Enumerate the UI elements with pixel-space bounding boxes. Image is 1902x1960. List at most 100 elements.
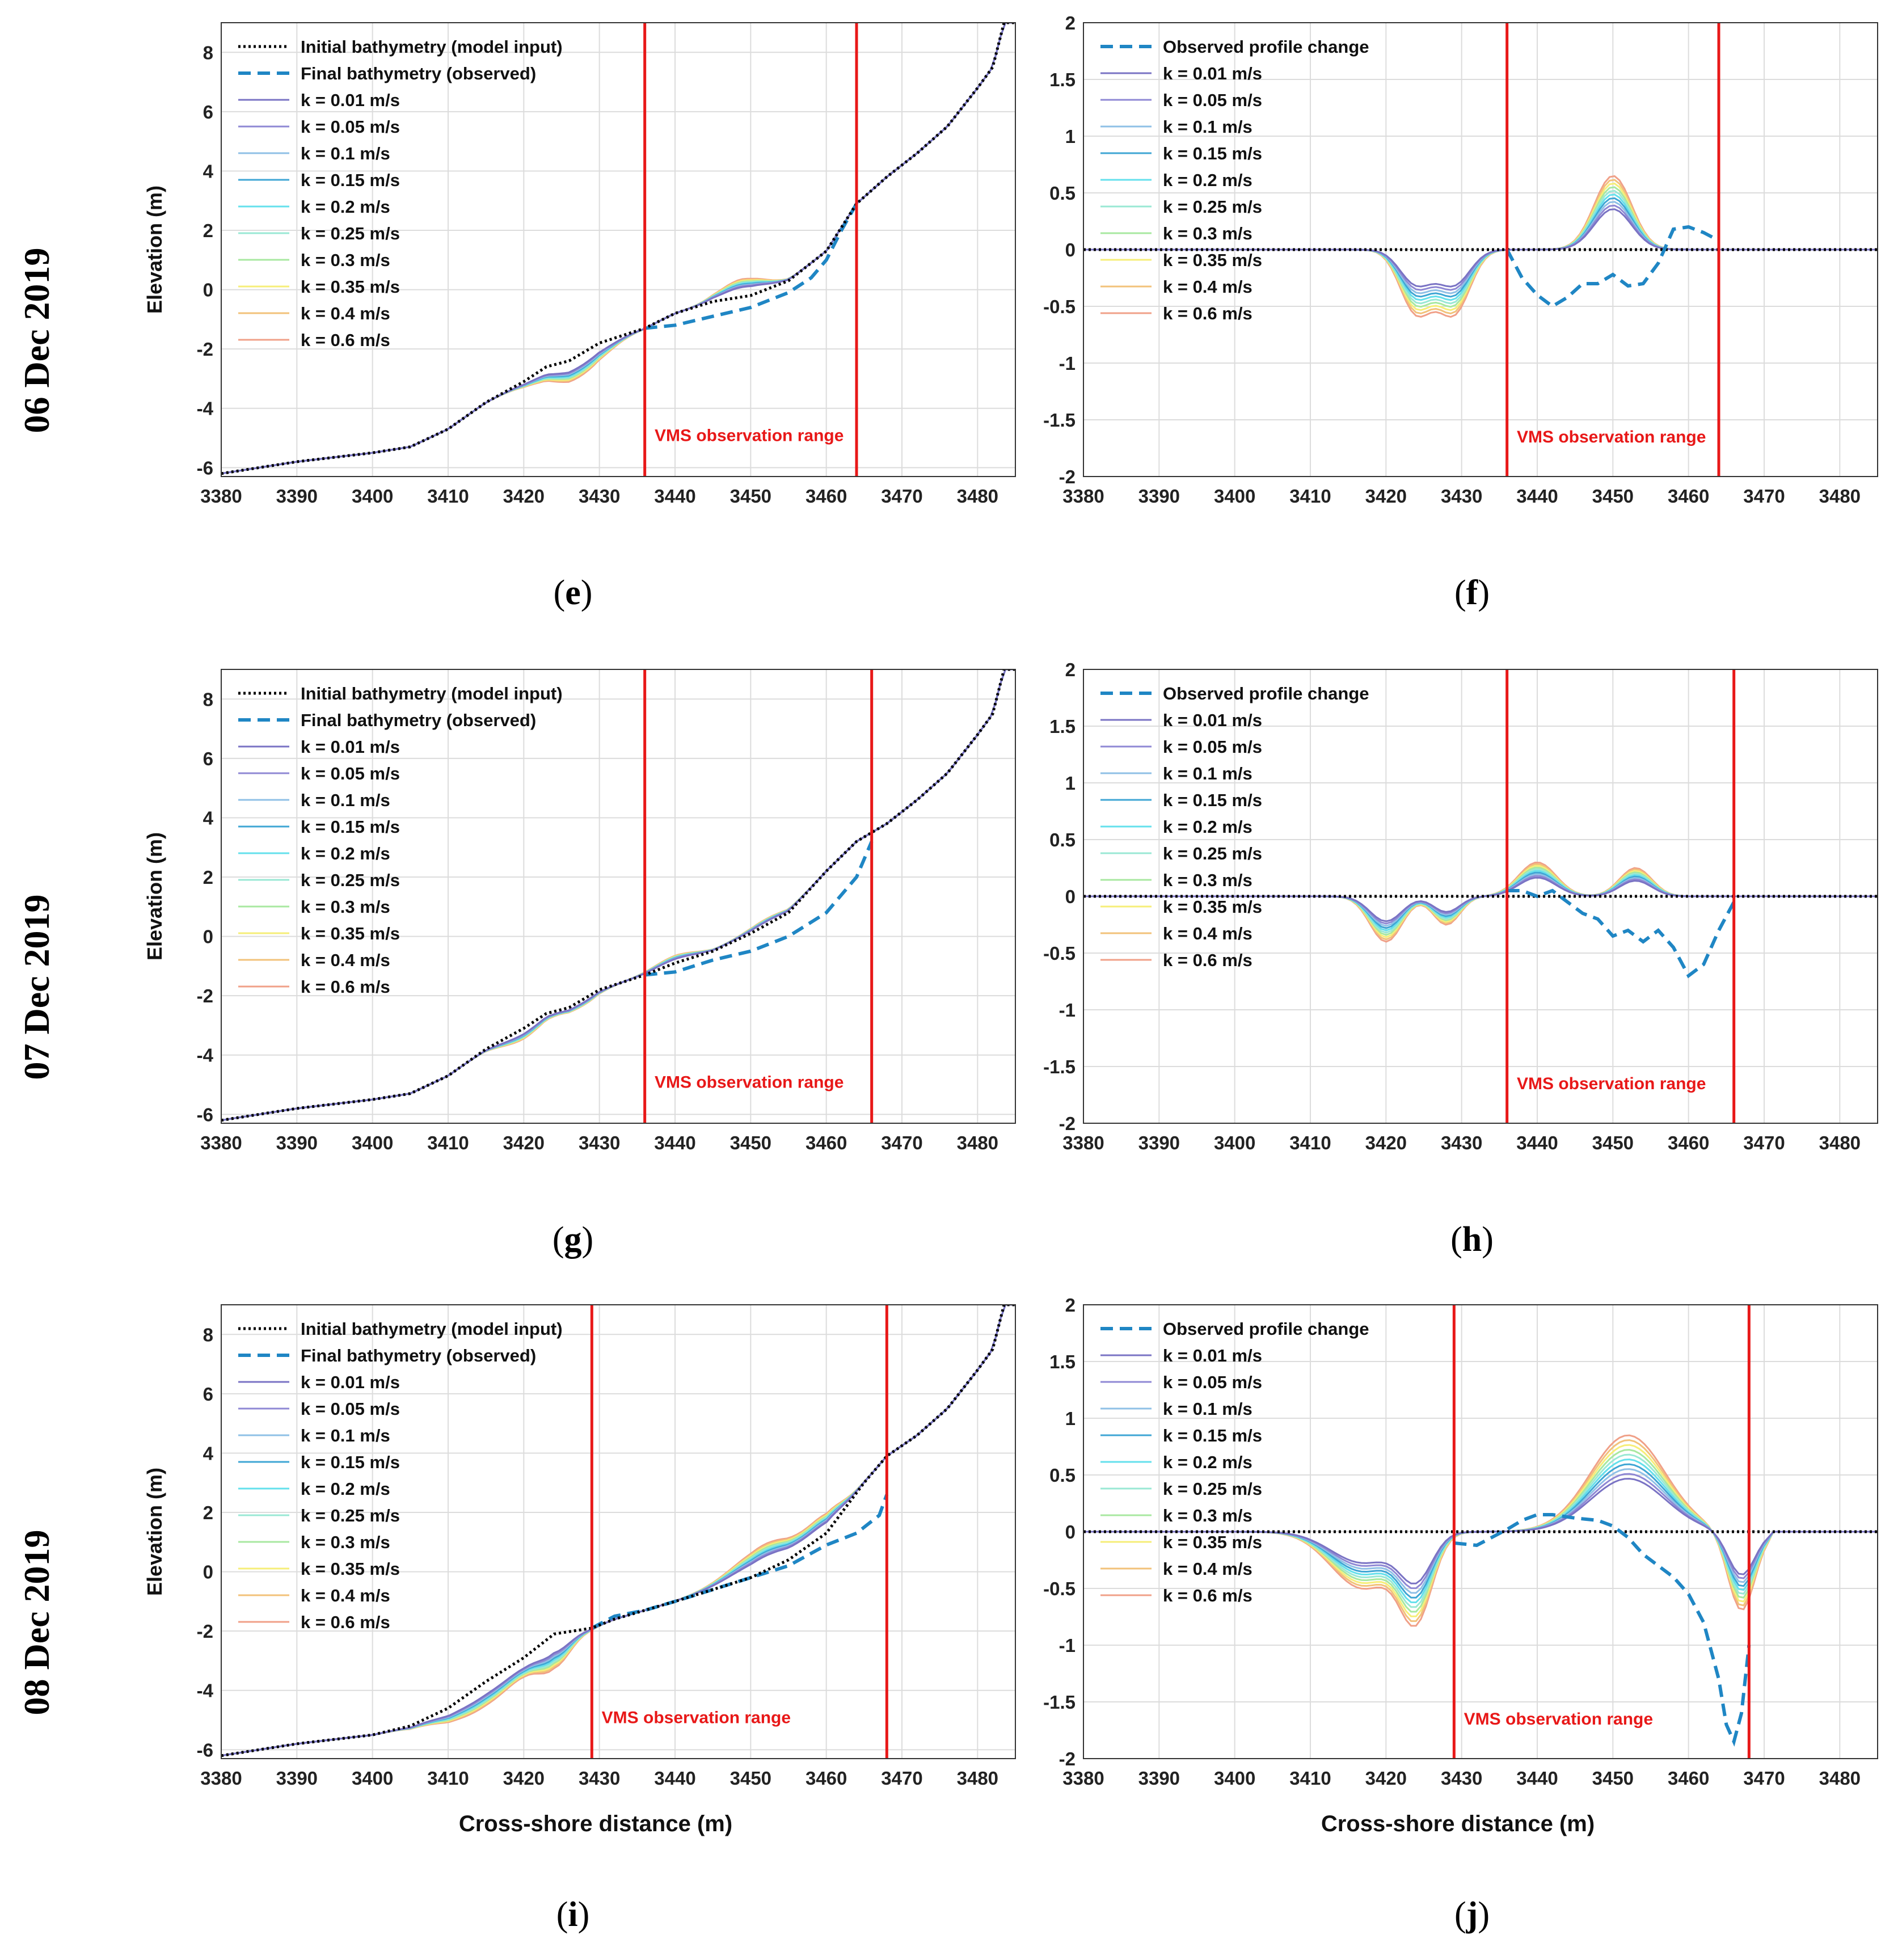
legend-entry: k = 0.1 m/s	[301, 144, 390, 163]
y-tick-label: -2	[1059, 1748, 1076, 1769]
y-tick-label: -2	[197, 985, 213, 1006]
legend-entry: k = 0.25 m/s	[301, 1506, 400, 1525]
legend-entry: Final bathymetry (observed)	[301, 64, 536, 83]
legend-entry: k = 0.1 m/s	[301, 790, 390, 810]
x-tick-label: 3380	[200, 1768, 242, 1789]
x-tick-label: 3420	[1365, 1132, 1407, 1153]
chart-panel-j: 3380 3390 3400 3410 3420 3430 3440 3450 3460 3470…	[1043, 1295, 1878, 1836]
x-tick-label: 3430	[579, 1768, 620, 1789]
x-tick-label: 3400	[1214, 1768, 1255, 1789]
x-tick-label: 3410	[1289, 486, 1331, 507]
y-tick-label: 2	[1065, 659, 1076, 680]
vms-range-label: VMS observation range	[1517, 1074, 1706, 1093]
y-tick-label: 8	[203, 1324, 213, 1345]
initial-bathymetry-line	[221, 1305, 1015, 1757]
chart-panel-e: 3380 3390 3400 3410 3420 3430 3440 3450 3460 3470…	[143, 22, 1016, 507]
x-tick-label: 3420	[1365, 1768, 1407, 1789]
initial-bathymetry-line	[221, 23, 1015, 475]
legend-entry: k = 0.4 m/s	[1163, 1559, 1252, 1579]
y-tick-label: 4	[203, 161, 214, 182]
legend-entry: k = 0.35 m/s	[1163, 250, 1262, 270]
x-tick-label: 3380	[1062, 1132, 1104, 1153]
y-tick-label: 2	[203, 867, 213, 888]
legend-entry: k = 0.15 m/s	[1163, 1426, 1262, 1445]
legend-entry: k = 0.1 m/s	[1163, 764, 1252, 783]
x-tick-label: 3470	[881, 486, 922, 507]
y-tick-label: -2	[197, 1621, 213, 1642]
y-tick-label: -6	[197, 1104, 213, 1125]
x-tick-label: 3390	[1138, 1132, 1180, 1153]
x-tick-label: 3450	[730, 1132, 771, 1153]
x-tick-label: 3430	[1441, 1768, 1482, 1789]
x-tick-label: 3460	[1668, 1132, 1709, 1153]
x-tick-label: 3450	[1592, 1768, 1634, 1789]
vms-range-label: VMS observation range	[655, 1073, 844, 1091]
legend-entry: Observed profile change	[1163, 684, 1369, 703]
chart-panel-h: 3380 3390 3400 3410 3420 3430 3440 3450 3460 3470…	[1043, 659, 1878, 1153]
x-tick-label: 3470	[1743, 1132, 1785, 1153]
series-group	[221, 23, 1015, 475]
plot-frame	[221, 669, 1016, 1124]
y-tick-label: 0.5	[1049, 1465, 1076, 1486]
y-tick-label: 1	[1065, 1408, 1076, 1429]
x-tick-label: 3410	[427, 1132, 469, 1153]
y-tick-label: -4	[197, 1680, 214, 1701]
y-tick-label: 1.5	[1049, 1351, 1076, 1372]
chart-panel-f: 3380 3390 3400 3410 3420 3430 3440 3450 3460 3470…	[1043, 12, 1878, 507]
y-tick-label: 8	[203, 689, 213, 710]
x-tick-label: 3390	[1138, 486, 1180, 507]
plot-frame	[221, 22, 1016, 477]
x-tick-label: 3450	[1592, 486, 1634, 507]
x-tick-label: 3480	[957, 486, 998, 507]
observed-bathymetry-line	[644, 841, 874, 977]
y-tick-label: -1	[1059, 1635, 1076, 1656]
y-tick-label: -1.5	[1043, 1692, 1076, 1713]
y-tick-label: -6	[197, 1739, 213, 1760]
x-tick-label: 3460	[805, 1132, 847, 1153]
legend-entry: k = 0.05 m/s	[1163, 737, 1262, 757]
y-tick-label: 1.5	[1049, 69, 1076, 90]
legend-entry: k = 0.01 m/s	[1163, 64, 1262, 83]
initial-bathymetry-line	[221, 669, 1015, 1122]
x-tick-label: 3480	[957, 1768, 998, 1789]
legend-entry: Final bathymetry (observed)	[301, 710, 536, 730]
y-tick-label: 2	[1065, 12, 1076, 33]
legend-entry: k = 0.35 m/s	[1163, 897, 1262, 917]
y-tick-label: 6	[203, 102, 213, 123]
panel-label-j: (j)	[1454, 1895, 1490, 1934]
x-tick-label: 3440	[1516, 486, 1558, 507]
legend-entry: k = 0.25 m/s	[301, 224, 400, 243]
panel-label-h: (h)	[1450, 1220, 1494, 1259]
x-tick-label: 3470	[1743, 1768, 1785, 1789]
x-tick-label: 3460	[805, 1768, 847, 1789]
x-tick-label: 3470	[881, 1768, 922, 1789]
x-tick-label: 3480	[1819, 1132, 1861, 1153]
y-tick-label: -1	[1059, 353, 1076, 374]
legend-entry: k = 0.4 m/s	[1163, 277, 1252, 297]
legend-entry: k = 0.6 m/s	[1163, 950, 1252, 970]
observed-bathymetry-line	[591, 1494, 889, 1630]
y-tick-label: -2	[1059, 1113, 1076, 1134]
legend-entry: k = 0.05 m/s	[301, 764, 400, 783]
observed-bathymetry-line	[644, 203, 858, 330]
y-tick-label: 1.5	[1049, 716, 1076, 737]
x-tick-label: 3470	[1743, 486, 1785, 507]
legend-entry: k = 0.35 m/s	[301, 1559, 400, 1579]
series-group	[1083, 175, 1878, 318]
x-tick-label: 3400	[1214, 486, 1255, 507]
x-axis-label: Cross-shore distance (m)	[459, 1811, 732, 1836]
series-group	[221, 1305, 1015, 1757]
x-tick-label: 3430	[1441, 1132, 1482, 1153]
y-tick-label: 8	[203, 42, 213, 63]
legend-entry: k = 0.35 m/s	[301, 924, 400, 943]
y-tick-label: 0.5	[1049, 183, 1076, 204]
legend-entry: k = 0.05 m/s	[1163, 90, 1262, 110]
plot-frame	[1083, 22, 1878, 477]
legend-entry: k = 0.2 m/s	[1163, 170, 1252, 190]
legend-entry: k = 0.4 m/s	[1163, 924, 1252, 943]
legend-entry: k = 0.2 m/s	[301, 1479, 390, 1499]
y-tick-label: -2	[197, 339, 213, 360]
k-series-line-0	[1083, 208, 1878, 288]
k-series-line-0	[1083, 876, 1878, 922]
x-tick-label: 3390	[276, 1132, 318, 1153]
